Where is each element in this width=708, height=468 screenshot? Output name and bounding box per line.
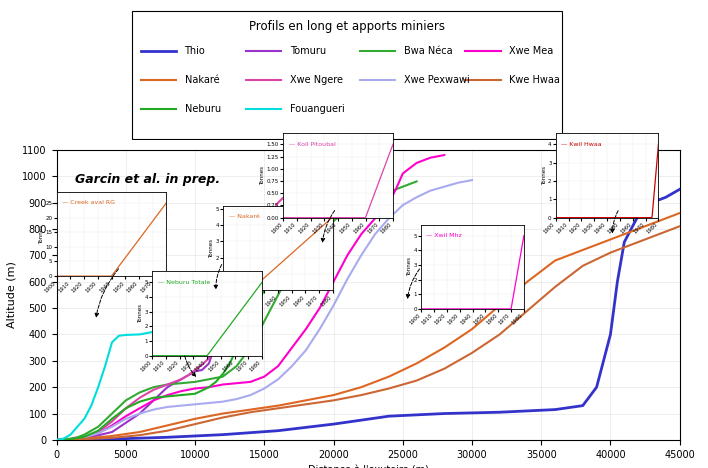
FancyBboxPatch shape (132, 11, 562, 139)
Text: — Neburu Totale: — Neburu Totale (158, 280, 210, 285)
Y-axis label: Tonnes: Tonnes (407, 257, 412, 276)
Y-axis label: Tonnes: Tonnes (542, 166, 547, 185)
Text: Xwe Pexwawi: Xwe Pexwawi (404, 75, 469, 85)
Text: Neburu: Neburu (185, 104, 221, 114)
Text: — Xwil Mhz: — Xwil Mhz (426, 233, 462, 238)
Text: Tomuru: Tomuru (290, 46, 326, 56)
Text: Profils en long et apports miniers: Profils en long et apports miniers (249, 20, 445, 33)
Text: Nakaré: Nakaré (185, 75, 219, 85)
Text: Garcin et al. in prep.: Garcin et al. in prep. (75, 173, 220, 186)
Y-axis label: Altitude (m): Altitude (m) (7, 262, 17, 328)
Text: Thio: Thio (185, 46, 205, 56)
Y-axis label: Tonnes: Tonnes (39, 225, 44, 243)
Y-axis label: Tonnes: Tonnes (138, 304, 143, 323)
Text: — Nakaré: — Nakaré (229, 214, 259, 219)
Text: Kwe Hwaa: Kwe Hwaa (509, 75, 560, 85)
Text: — Koil Pitoubal: — Koil Pitoubal (289, 142, 336, 147)
X-axis label: Distance à l'exutoire (m): Distance à l'exutoire (m) (308, 465, 428, 468)
Text: — Kwil Hwaa: — Kwil Hwaa (561, 142, 602, 147)
Text: Bwa Néca: Bwa Néca (404, 46, 452, 56)
Text: — Creek aval RG: — Creek aval RG (62, 200, 115, 205)
Text: Xwe Ngere: Xwe Ngere (290, 75, 343, 85)
Y-axis label: Tonnes: Tonnes (209, 239, 214, 257)
Text: Xwe Mea: Xwe Mea (509, 46, 554, 56)
Text: Fouangueri: Fouangueri (290, 104, 345, 114)
Y-axis label: Tonnes: Tonnes (261, 166, 266, 185)
